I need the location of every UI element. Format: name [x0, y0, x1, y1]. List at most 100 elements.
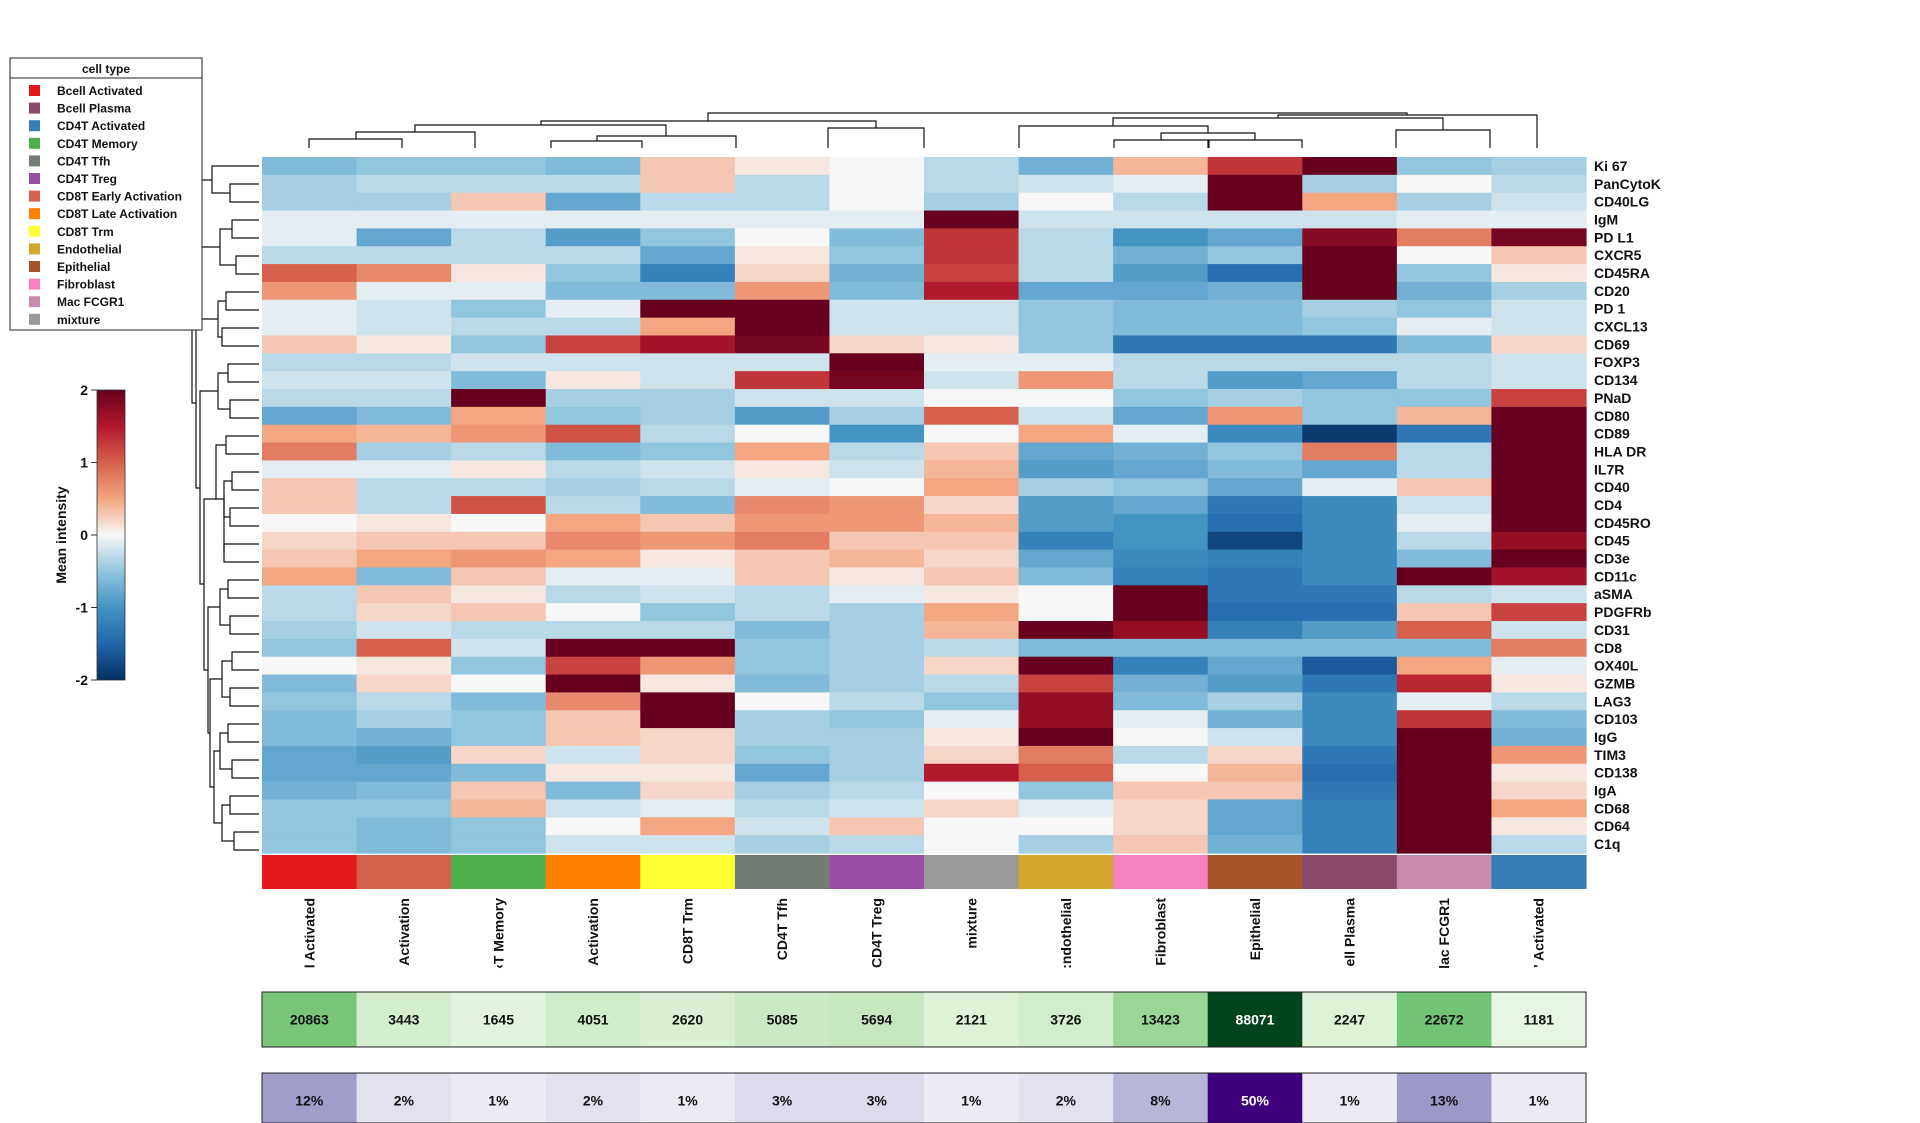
heatmap-cell — [734, 281, 831, 301]
heatmap-cell — [1491, 192, 1587, 212]
row-label: CD64 — [1594, 818, 1630, 834]
heatmap-cell — [734, 157, 831, 176]
heatmap-cell — [1207, 371, 1303, 390]
heatmap-cell — [1302, 549, 1398, 569]
heatmap-cell — [1491, 817, 1587, 836]
heatmap-cell — [1113, 174, 1209, 194]
heatmap-cell — [451, 621, 547, 640]
heatmap-cell — [1491, 157, 1587, 176]
heatmap-cell — [1491, 549, 1587, 569]
heatmap-cell — [640, 835, 736, 854]
heatmap-cell — [356, 799, 452, 818]
heatmap-cell — [924, 745, 1020, 765]
heatmap-cell — [640, 763, 736, 783]
heatmap-cell — [1018, 281, 1114, 301]
heatmap-cell — [1113, 567, 1209, 586]
heatmap-cell — [1302, 478, 1398, 497]
heatmap-cell — [1018, 317, 1114, 337]
heatmap-cell — [1113, 763, 1209, 783]
heatmap-cell — [1491, 496, 1587, 515]
percent-label: 1% — [1529, 1093, 1550, 1109]
heatmap-cell — [1113, 442, 1209, 461]
heatmap-cell — [451, 513, 547, 533]
row-label: IL7R — [1594, 461, 1624, 477]
heatmap-cell — [829, 817, 925, 836]
heatmap-cell — [1491, 442, 1587, 461]
heatmap-cell — [262, 763, 358, 783]
heatmap-cell — [1113, 745, 1209, 765]
heatmap-cell — [451, 353, 547, 372]
heatmap-cell — [1302, 192, 1398, 212]
heatmap-cell — [924, 442, 1020, 461]
heatmap-cell — [1491, 710, 1587, 729]
heatmap-cell — [545, 745, 641, 765]
heatmap-cell — [1207, 317, 1303, 337]
heatmap-cell — [356, 228, 452, 247]
heatmap-cell — [734, 531, 831, 551]
heatmap-cell — [640, 299, 736, 319]
heatmap-cell — [924, 353, 1020, 372]
heatmap-cell — [356, 835, 452, 854]
legend-swatch — [29, 85, 40, 96]
row-label: CXCR5 — [1594, 247, 1642, 263]
colorbar-tick-label: 1 — [80, 455, 88, 471]
heatmap-cell — [1302, 317, 1398, 337]
heatmap-cell — [451, 371, 547, 390]
row-label: CD68 — [1594, 800, 1630, 816]
heatmap-cell — [1207, 513, 1303, 533]
heatmap-cell — [262, 692, 358, 711]
heatmap-cell — [829, 496, 925, 515]
heatmap-cell — [262, 371, 358, 390]
heatmap-cell — [640, 353, 736, 372]
heatmap-cell — [451, 317, 547, 337]
heatmap-cell — [1491, 621, 1587, 640]
heatmap-cell — [1207, 478, 1303, 497]
heatmap-cell — [734, 728, 831, 747]
heatmap-cell — [1207, 728, 1303, 747]
heatmap-cell — [1491, 728, 1587, 747]
heatmap-cell — [1396, 389, 1493, 408]
heatmap-cell — [262, 246, 358, 265]
heatmap-cell — [451, 781, 547, 801]
heatmap-cell — [545, 353, 641, 372]
heatmap-cell — [1018, 567, 1114, 586]
heatmap-cell — [640, 799, 736, 818]
heatmap-cell — [1491, 174, 1587, 194]
count-label: 4051 — [577, 1012, 608, 1028]
column-label: ‹T Memory — [490, 898, 506, 969]
heatmap-cell — [1396, 192, 1493, 212]
heatmap-cell — [924, 174, 1020, 194]
heatmap-cell — [356, 656, 452, 676]
heatmap-cell — [1018, 603, 1114, 622]
heatmap-cell — [1396, 621, 1493, 640]
heatmap-cell — [829, 335, 925, 354]
heatmap-cell — [356, 549, 452, 569]
heatmap-cell — [1491, 299, 1587, 319]
legend-label: Bcell Plasma — [57, 102, 131, 116]
heatmap-cell — [262, 799, 358, 818]
column-label: CD4T Treg — [869, 898, 885, 968]
percent-cell — [924, 1073, 1020, 1123]
heatmap-cell — [262, 710, 358, 729]
heatmap-cell — [451, 567, 547, 586]
heatmap-cell — [356, 210, 452, 229]
heatmap-cell — [356, 460, 452, 479]
heatmap-cell — [1018, 781, 1114, 801]
heatmap-cell — [1207, 192, 1303, 212]
heatmap-cell — [1113, 317, 1209, 337]
heatmap-cell — [1491, 638, 1587, 658]
heatmap-cell — [1396, 478, 1493, 497]
heatmap-cell — [1207, 496, 1303, 515]
legend-label: mixture — [57, 313, 101, 327]
heatmap-cell — [1302, 228, 1398, 247]
heatmap-cell — [1302, 638, 1398, 658]
heatmap-cell — [1396, 157, 1493, 176]
heatmap-cell — [1491, 835, 1587, 854]
heatmap-cell — [640, 710, 736, 729]
count-cell — [734, 992, 831, 1047]
heatmap-cell — [1207, 299, 1303, 319]
count-cell — [262, 992, 358, 1047]
heatmap-cell — [1018, 157, 1114, 176]
heatmap-cell — [1396, 460, 1493, 479]
